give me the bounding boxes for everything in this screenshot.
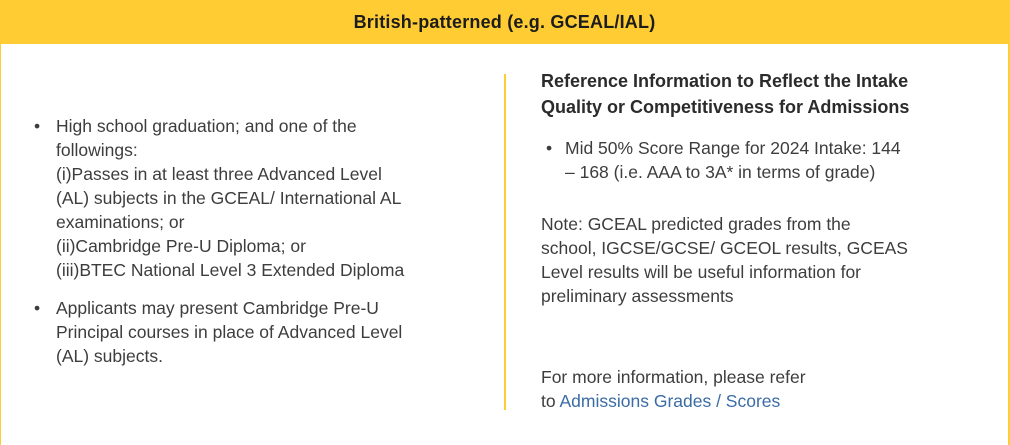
list-item: • Mid 50% Score Range for 2024 Intake: 1… (546, 136, 990, 184)
entrance-requirements-column: • High school graduation; and one of the… (1, 44, 504, 445)
requirement-text: High school graduation; and one of the f… (56, 116, 405, 280)
reference-info-column: Reference Information to Reflect the Int… (506, 44, 1008, 445)
admissions-grades-scores-link[interactable]: Admissions Grades / Scores (559, 391, 781, 411)
bullet-icon: • (34, 116, 41, 136)
panel-title: British-patterned (e.g. GCEAL/IAL) (353, 11, 656, 32)
reference-info-heading: Reference Information to Reflect the Int… (541, 71, 910, 117)
list-item: • High school graduation; and one of the… (34, 114, 474, 282)
bullet-icon: • (546, 138, 553, 158)
column-divider (504, 74, 506, 410)
more-info-prefix: to (541, 391, 560, 411)
more-info-text: For more information, please refer to Ad… (541, 365, 990, 413)
bullet-icon: • (34, 298, 41, 318)
requirements-list: • High school graduation; and one of the… (34, 114, 474, 368)
list-item: • Applicants may present Cambridge Pre-U… (34, 296, 474, 368)
note-text: Note: GCEAL predicted grades from the sc… (541, 214, 908, 306)
panel-header: British-patterned (e.g. GCEAL/IAL) (1, 0, 1008, 44)
more-info-line1: For more information, please refer (541, 367, 806, 387)
score-range-text: Mid 50% Score Range for 2024 Intake: 144… (565, 138, 901, 182)
requirement-text: Applicants may present Cambridge Pre-U P… (56, 298, 403, 366)
score-range-list: • Mid 50% Score Range for 2024 Intake: 1… (541, 136, 990, 184)
panel-content: • High school graduation; and one of the… (1, 44, 1008, 445)
